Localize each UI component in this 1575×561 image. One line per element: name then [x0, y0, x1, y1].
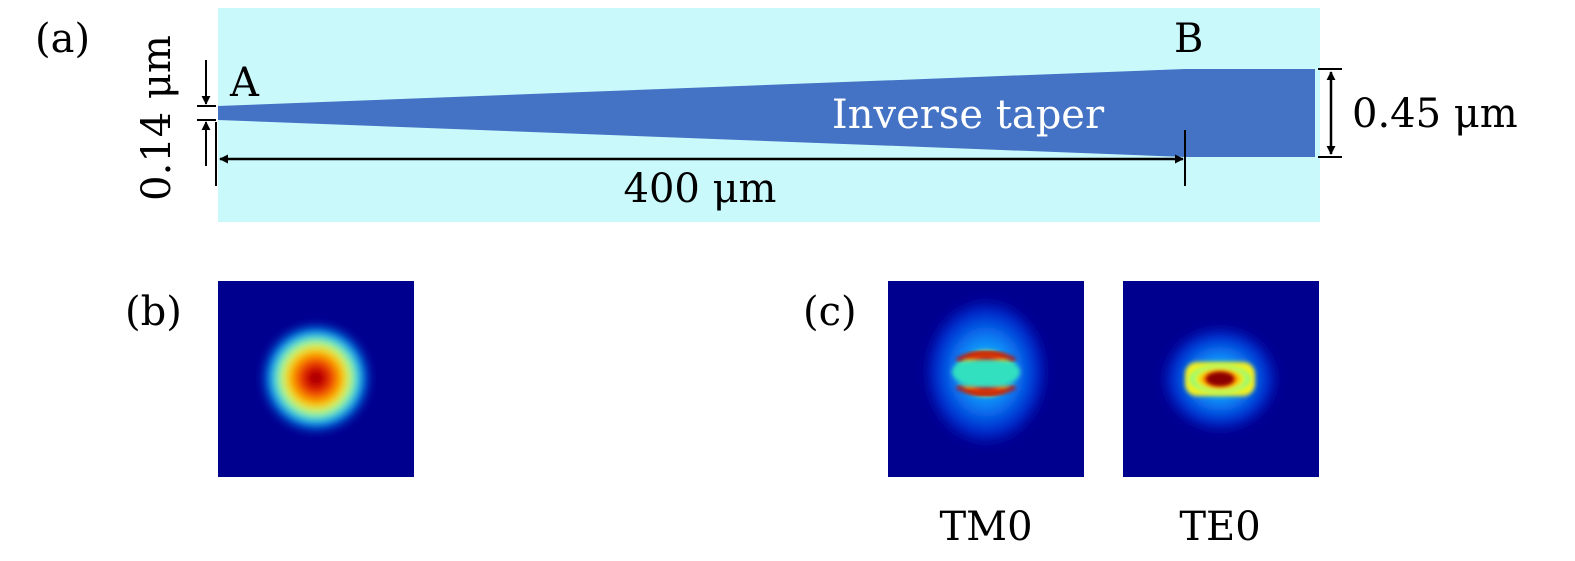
- length-label: 400 μm: [624, 166, 777, 212]
- panel-b-label: (b): [125, 289, 182, 335]
- panel-b: (b): [125, 281, 414, 477]
- end-width-dimension: [1318, 68, 1342, 158]
- tip-width-label: 0.14 μm: [134, 35, 180, 201]
- end-width-label: 0.45 μm: [1352, 91, 1518, 137]
- tip-width-dimension: [197, 60, 217, 186]
- panel-c: (c) TM0 TE0: [803, 281, 1319, 550]
- fiber-mode-circular-icon: [218, 281, 414, 477]
- panel-a-label: (a): [35, 16, 90, 62]
- tm0-mode-profile-icon: [888, 281, 1084, 477]
- length-dimension: [219, 130, 1186, 186]
- tm0-label: TM0: [939, 504, 1032, 550]
- point-a-label: A: [229, 60, 260, 106]
- panel-c-label: (c): [803, 289, 857, 335]
- te0-mode-profile-icon: [1123, 281, 1319, 477]
- taper-core: [218, 69, 1315, 157]
- taper-label: Inverse taper: [832, 92, 1105, 138]
- te0-label: TE0: [1179, 504, 1260, 550]
- point-b-label: B: [1174, 16, 1203, 62]
- panel-a: (a) Inverse taper A B 0.14 μm 400 μm: [35, 8, 1518, 222]
